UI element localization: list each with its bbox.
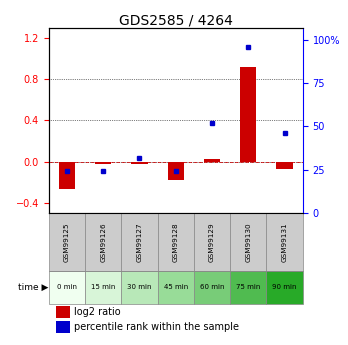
Bar [56, 306, 70, 318]
Text: GSM99126: GSM99126 [100, 222, 106, 262]
Bar [85, 213, 121, 271]
Text: 30 min: 30 min [127, 284, 152, 290]
Bar [276, 161, 293, 169]
Bar [121, 271, 158, 304]
Text: GSM99131: GSM99131 [282, 222, 287, 262]
Bar [267, 213, 303, 271]
Text: GSM99128: GSM99128 [173, 222, 179, 262]
Text: log2 ratio: log2 ratio [74, 307, 121, 317]
Bar [131, 161, 148, 164]
Text: percentile rank within the sample: percentile rank within the sample [74, 322, 239, 332]
Text: 45 min: 45 min [164, 284, 188, 290]
Bar [49, 271, 85, 304]
Bar [194, 271, 230, 304]
Text: GSM99129: GSM99129 [209, 222, 215, 262]
Bar [230, 271, 267, 304]
Title: GDS2585 / 4264: GDS2585 / 4264 [119, 13, 233, 28]
Bar [59, 161, 75, 189]
Bar [121, 213, 158, 271]
Text: GSM99130: GSM99130 [245, 222, 251, 262]
Bar [56, 321, 70, 333]
Bar [267, 271, 303, 304]
Bar [240, 67, 256, 161]
Bar [230, 213, 267, 271]
Bar [158, 213, 194, 271]
Text: GSM99125: GSM99125 [64, 222, 70, 262]
Text: GSM99127: GSM99127 [136, 222, 142, 262]
Bar [194, 213, 230, 271]
Bar [158, 271, 194, 304]
Text: 0 min: 0 min [57, 284, 77, 290]
Text: 90 min: 90 min [272, 284, 297, 290]
Text: 15 min: 15 min [91, 284, 115, 290]
Text: 60 min: 60 min [200, 284, 224, 290]
Bar [95, 161, 111, 164]
Text: time ▶: time ▶ [18, 283, 48, 292]
Bar [168, 161, 184, 180]
Bar [85, 271, 121, 304]
Bar [49, 213, 85, 271]
Bar [204, 159, 220, 161]
Text: 75 min: 75 min [236, 284, 261, 290]
